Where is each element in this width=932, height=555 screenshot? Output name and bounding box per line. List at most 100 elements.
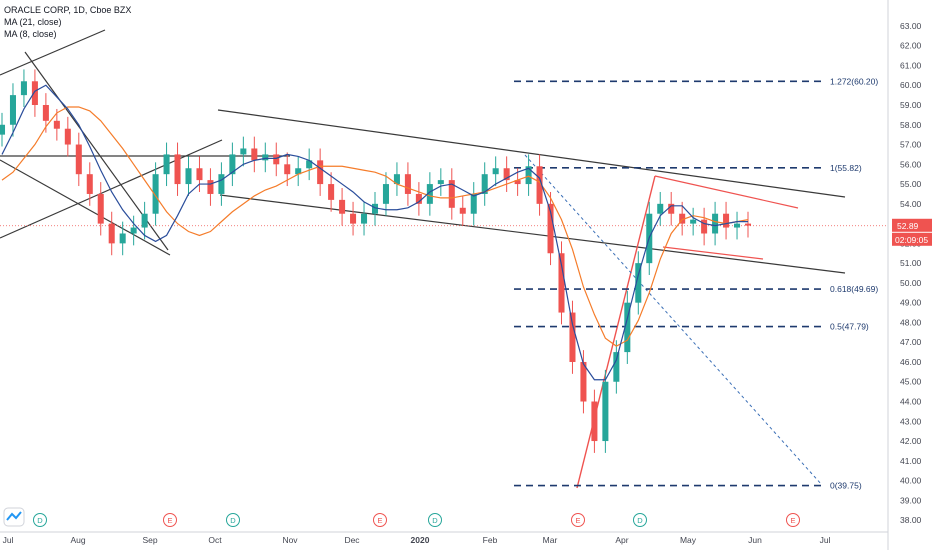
candle-body [108, 223, 115, 244]
price-tick-label: 38.00 [900, 515, 922, 525]
candle-body [42, 105, 49, 121]
candle-body [657, 203, 664, 214]
event-marker-label: D [432, 516, 438, 525]
price-tick-label: 41.00 [900, 456, 922, 466]
candle-body [723, 213, 730, 228]
candle-body [624, 302, 631, 353]
fib-level-label: 1(55.82) [830, 163, 862, 173]
candle-body [569, 312, 576, 362]
price-tick-label: 63.00 [900, 21, 922, 31]
price-tick-label: 56.00 [900, 159, 922, 169]
candle-body [690, 219, 697, 224]
candle-body [602, 381, 609, 442]
candle-body [371, 203, 379, 214]
candle-body [174, 154, 181, 185]
price-tick-label: 43.00 [900, 416, 922, 426]
candle-body [536, 166, 543, 204]
logo-glyph [6, 511, 22, 521]
event-marker [571, 513, 585, 527]
candle-body [547, 203, 554, 254]
candle-body [668, 203, 675, 214]
time-tick-label: Jul [820, 535, 831, 545]
price-tick-label: 44.00 [900, 397, 922, 407]
candle-body [207, 180, 214, 194]
candle-body [20, 81, 27, 96]
fib-level-label: 0.618(49.69) [830, 284, 878, 294]
candle-body [185, 168, 192, 185]
candle-body [437, 180, 444, 185]
candle-body [119, 233, 126, 244]
candle-body [415, 193, 422, 204]
candle-body [306, 160, 313, 169]
candle-body [31, 81, 38, 105]
candle-body [470, 193, 477, 214]
chart-legend: ORACLE CORP, 1D, Cboe BZX MA (21, close)… [4, 4, 131, 40]
fib-level-label: 1.272(60.20) [830, 76, 878, 86]
countdown-tag [892, 232, 932, 246]
candle-body [284, 164, 291, 175]
candle-body [295, 168, 302, 175]
candle-body [53, 120, 60, 129]
ma8-legend: MA (8, close) [4, 29, 57, 39]
time-tick-label: Nov [282, 535, 298, 545]
event-marker-label: E [377, 516, 382, 525]
candle-body [141, 213, 148, 228]
price-tick-label: 61.00 [900, 60, 922, 70]
candle-body [712, 213, 719, 234]
time-tick-label: May [680, 535, 697, 545]
candle-body [503, 168, 510, 181]
time-tick-label: Oct [208, 535, 222, 545]
time-tick-label: Jun [748, 535, 762, 545]
candle-body [262, 154, 269, 161]
rally-line [576, 175, 656, 489]
event-marker [373, 513, 387, 527]
candle-body [613, 352, 620, 382]
price-tick-label: 55.00 [900, 179, 922, 189]
candle-body [97, 193, 104, 224]
candle-body [525, 166, 532, 185]
candle-body [404, 174, 411, 194]
event-marker-label: E [167, 516, 172, 525]
event-marker-label: D [230, 516, 236, 525]
price-tick-label: 45.00 [900, 377, 922, 387]
price-tick-label: 40.00 [900, 476, 922, 486]
event-marker [633, 513, 647, 527]
candle-body [701, 219, 708, 234]
time-tick-label: Sep [142, 535, 157, 545]
price-tick-label: 48.00 [900, 317, 922, 327]
candle-body [130, 227, 137, 234]
price-tag [892, 218, 932, 232]
price-tag-value: 52.89 [897, 221, 919, 231]
wedge-lower [662, 246, 764, 260]
candle-body [0, 124, 6, 135]
price-tick-label: 49.00 [900, 298, 922, 308]
candle-body [448, 180, 455, 208]
time-tick-label: Aug [70, 535, 85, 545]
price-tick-label: 50.00 [900, 278, 922, 288]
candle-body [426, 184, 433, 204]
time-tick-label: Jul [3, 535, 14, 545]
event-marker-label: E [790, 516, 795, 525]
symbol-title: ORACLE CORP, 1D, Cboe BZX [4, 5, 132, 15]
logo-icon [3, 507, 25, 527]
candle-body [64, 128, 71, 145]
price-tick-label: 42.00 [900, 436, 922, 446]
candle-body [75, 144, 82, 175]
price-tick-label: 59.00 [900, 100, 922, 110]
price-tick-label: 51.00 [900, 258, 922, 268]
candle-body [152, 174, 159, 214]
trendline [0, 159, 171, 256]
wedge-upper [654, 175, 799, 209]
time-tick-label: 2020 [411, 535, 430, 545]
price-tick-label: 58.00 [900, 120, 922, 130]
event-marker [428, 513, 442, 527]
event-marker-label: D [637, 516, 643, 525]
price-tick-label: 60.00 [900, 80, 922, 90]
event-marker-label: E [575, 516, 580, 525]
candle-body [744, 223, 752, 226]
ma21-legend: MA (21, close) [4, 17, 62, 27]
price-tick-label: 46.00 [900, 357, 922, 367]
projection-line [524, 154, 823, 486]
